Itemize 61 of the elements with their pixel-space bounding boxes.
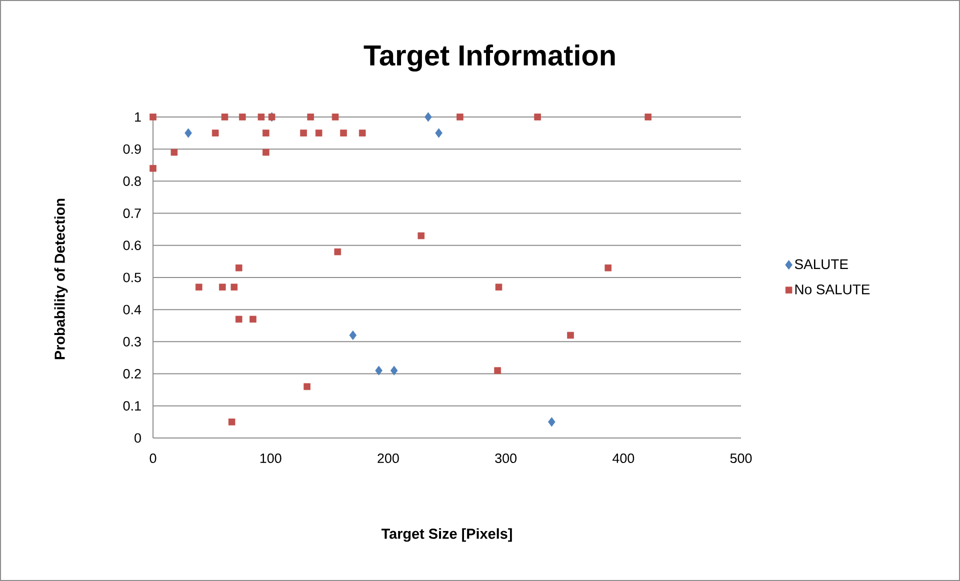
- point: [221, 114, 228, 120]
- point: [375, 366, 382, 376]
- legend-label: No SALUTE: [795, 284, 870, 294]
- y-tick-label: 0.3: [123, 336, 141, 346]
- legend-label: SALUTE: [794, 259, 848, 270]
- point: [170, 148, 178, 156]
- y-tick-label: 0.8: [123, 176, 141, 186]
- y-tick-label: 0: [134, 433, 141, 443]
- point: [235, 264, 242, 272]
- y-tick-label: 0.9: [123, 144, 141, 154]
- point: [304, 383, 310, 390]
- point: [334, 248, 342, 256]
- point: [548, 417, 556, 427]
- x-axis-title: Target Size [Pixels]: [381, 528, 512, 542]
- point: [349, 330, 357, 340]
- x-tick-label: 100: [260, 454, 282, 464]
- point: [307, 114, 314, 120]
- y-tick-label: 0.5: [123, 272, 141, 282]
- point: [184, 128, 192, 138]
- point: [262, 130, 270, 136]
- point: [456, 114, 464, 120]
- y-tick-label: 0.6: [123, 240, 141, 250]
- point: [300, 130, 307, 136]
- point: [258, 114, 265, 120]
- point: [424, 112, 432, 122]
- y-tick-label: 0.2: [123, 369, 141, 379]
- point: [435, 128, 442, 138]
- x-tick-label: 200: [378, 454, 399, 464]
- y-axis-title: Probability of Detection: [54, 198, 68, 360]
- point: [262, 148, 270, 156]
- point: [495, 284, 502, 291]
- point: [228, 418, 236, 426]
- point: [567, 332, 574, 339]
- y-tick-label: 0.1: [123, 401, 141, 411]
- point: [250, 316, 256, 323]
- y-tick-label: 0.7: [123, 208, 141, 218]
- point: [150, 114, 156, 120]
- point: [340, 130, 347, 136]
- point: [494, 367, 501, 374]
- point: [534, 114, 541, 120]
- point: [332, 114, 339, 120]
- x-tick-label: 500: [730, 454, 752, 464]
- point: [390, 366, 398, 376]
- point: [644, 114, 652, 120]
- point: [315, 130, 322, 136]
- chart-title: Target Information: [364, 44, 615, 72]
- y-tick-label: 0.4: [123, 304, 142, 314]
- point: [358, 130, 366, 136]
- point: [230, 284, 238, 291]
- y-tick-label: 1: [135, 112, 141, 122]
- point: [218, 284, 226, 291]
- point: [150, 164, 156, 172]
- point: [195, 284, 202, 291]
- point: [212, 130, 219, 136]
- point: [418, 232, 425, 240]
- x-tick-label: 400: [612, 454, 634, 464]
- x-tick-label: 300: [495, 454, 516, 464]
- point: [604, 264, 612, 272]
- point: [235, 316, 242, 323]
- point: [238, 114, 246, 120]
- x-tick-label: 0: [150, 454, 156, 464]
